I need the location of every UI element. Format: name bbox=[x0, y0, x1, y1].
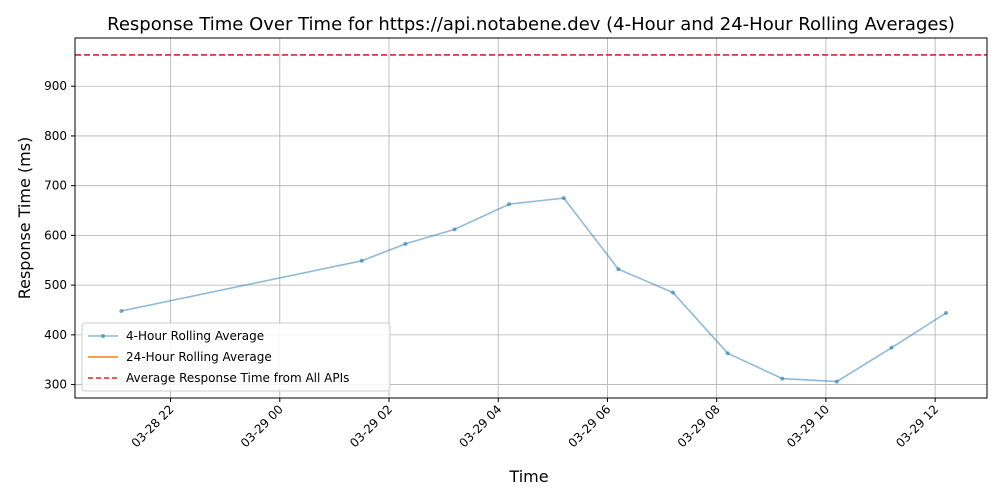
data-point bbox=[452, 227, 457, 232]
series-layer bbox=[75, 54, 987, 384]
chart-title: Response Time Over Time for https://api.… bbox=[107, 14, 955, 35]
y-tick-label: 700 bbox=[44, 179, 67, 193]
plot-frame bbox=[74, 37, 988, 399]
data-point bbox=[670, 290, 675, 295]
y-tick-label: 600 bbox=[44, 228, 67, 242]
legend-marker bbox=[101, 334, 105, 338]
data-point bbox=[725, 351, 730, 356]
data-point bbox=[403, 241, 408, 246]
data-point bbox=[944, 310, 949, 315]
data-point bbox=[616, 267, 621, 272]
data-point bbox=[507, 202, 512, 207]
data-point bbox=[889, 345, 894, 350]
data-point bbox=[780, 376, 785, 381]
x-axis-label: Time bbox=[508, 467, 548, 486]
y-axis: 300 400 500 600 700 800 900 bbox=[44, 79, 75, 392]
data-point bbox=[119, 308, 124, 313]
y-tick-label: 900 bbox=[44, 79, 67, 93]
legend-box bbox=[81, 322, 391, 392]
data-point bbox=[561, 196, 566, 201]
y-axis-label: Response Time (ms) bbox=[15, 137, 34, 300]
data-point bbox=[359, 258, 364, 263]
y-tick-label: 300 bbox=[44, 378, 67, 392]
legend-label: Average Response Time from All APIs bbox=[126, 371, 349, 385]
grid bbox=[75, 38, 987, 398]
legend-label: 24-Hour Rolling Average bbox=[126, 350, 272, 364]
y-tick-label: 500 bbox=[44, 278, 67, 292]
legend: 4-Hour Rolling Average 24-Hour Rolling Av… bbox=[81, 322, 391, 392]
y-tick-label: 400 bbox=[44, 328, 67, 342]
data-point bbox=[834, 379, 839, 384]
y-tick-label: 800 bbox=[44, 129, 67, 143]
legend-label: 4-Hour Rolling Average bbox=[126, 329, 264, 343]
